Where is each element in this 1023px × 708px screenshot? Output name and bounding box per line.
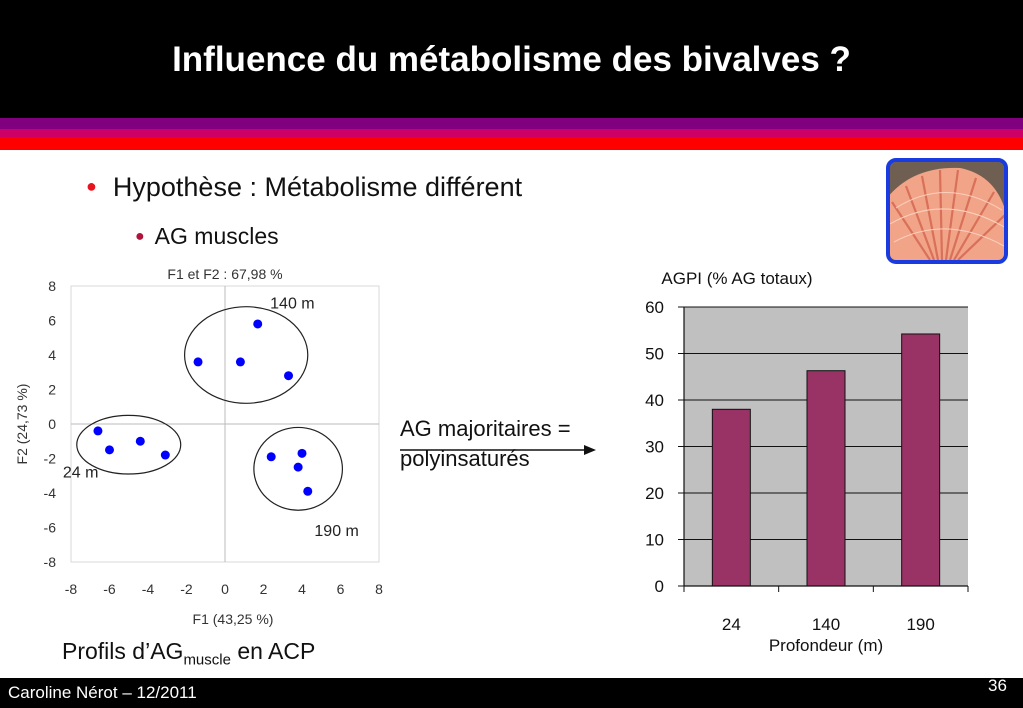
bar-190 xyxy=(901,333,941,587)
pca-caption: Profils d’AGmuscle en ACP xyxy=(62,638,315,669)
bar-y-tick-label: 60 xyxy=(645,298,664,317)
page-number: 36 xyxy=(988,676,1007,695)
bar-x-tick-label: 24 xyxy=(722,615,741,634)
bar-y-tick-label: 30 xyxy=(645,438,664,457)
stripe-magenta xyxy=(0,129,1023,137)
caption-main: Profils d’AG xyxy=(62,638,184,664)
slide-title: Influence du métabolisme des bivalves ? xyxy=(172,40,851,79)
cluster-label: 140 m xyxy=(270,295,314,312)
bar-24 xyxy=(711,408,751,587)
scatter-y-tick-label: 4 xyxy=(48,347,56,363)
scatter-y-tick-label: 2 xyxy=(48,382,56,398)
scatter-point xyxy=(284,371,294,381)
bar-x-tick-label: 190 xyxy=(906,615,934,634)
scatter-y-tick-label: 8 xyxy=(48,278,56,294)
scatter-point xyxy=(293,462,303,472)
scatter-point xyxy=(266,452,276,462)
bar-y-tick-label: 20 xyxy=(645,484,664,503)
bar-x-axis-label: Profondeur (m) xyxy=(769,636,883,655)
sub-bullet-dot-icon: ● xyxy=(135,228,145,245)
scatter-x-tick-label: 8 xyxy=(375,581,383,597)
bar-y-tick-label: 10 xyxy=(645,531,664,550)
caption-subscript: muscle xyxy=(183,651,231,669)
cluster-label: 190 m xyxy=(314,523,358,540)
agpi-bar-chart: AGPI (% AG totaux) Profondeur (m) 0 10 20 3… xyxy=(645,269,969,655)
bullet-ag-muscles-text: AG muscles xyxy=(154,223,279,249)
scatter-x-tick-label: 6 xyxy=(337,581,345,597)
bar-y-tick-label: 50 xyxy=(645,345,664,364)
scallop-shell-drawing xyxy=(890,162,1004,260)
stripe-purple xyxy=(0,118,1023,129)
scatter-x-tick-label: -8 xyxy=(65,581,78,597)
bar-y-tick-label: 40 xyxy=(645,391,664,410)
scatter-point xyxy=(253,319,263,329)
stripe-red xyxy=(0,137,1023,150)
scatter-y-tick-label: -2 xyxy=(44,451,57,467)
bar-140 xyxy=(806,370,846,587)
bullet-hypothesis: ● Hypothèse : Métabolisme différent xyxy=(86,172,522,203)
scatter-y-axis-label: F2 (24,73 %) xyxy=(14,384,30,465)
scatter-x-tick-label: 0 xyxy=(221,581,229,597)
scatter-point xyxy=(193,357,203,367)
bar-x-tick-label: 140 xyxy=(812,615,840,634)
scatter-x-tick-label: -6 xyxy=(103,581,116,597)
pca-scatter-chart: F1 et F2 : 67,98 % F1 (43,25 %) F2 (24,7… xyxy=(14,266,383,627)
scatter-x-tick-label: 4 xyxy=(298,581,306,597)
bullet-ag-muscles: ● AG muscles xyxy=(135,223,279,250)
scatter-y-tick-label: 6 xyxy=(48,313,56,329)
scatter-y-tick-label: -8 xyxy=(44,554,57,570)
bullet-hypothesis-text: Hypothèse : Métabolisme différent xyxy=(112,172,523,202)
title-bar xyxy=(0,0,1023,118)
cluster-label: 24 m xyxy=(63,464,99,481)
scatter-x-axis-label: F1 (43,25 %) xyxy=(193,611,274,627)
scatter-point xyxy=(235,357,245,367)
scatter-x-tick-label: -4 xyxy=(142,581,155,597)
bar-y-tick-label: 0 xyxy=(655,577,664,596)
scatter-point xyxy=(160,450,170,460)
footer-bar xyxy=(0,678,1023,708)
scatter-x-tick-label: -2 xyxy=(180,581,193,597)
cluster-ellipse-24m xyxy=(76,414,182,475)
scallop-shell-photo-icon xyxy=(886,158,1008,264)
footer-author: Caroline Nérot – 12/2011 xyxy=(8,683,197,702)
scatter-y-tick-label: -6 xyxy=(44,520,57,536)
scatter-point xyxy=(135,436,145,446)
cluster-ellipse-190m xyxy=(253,426,344,511)
ag-majority-line1: AG majoritaires = xyxy=(400,416,571,441)
bar-chart-title: AGPI (% AG totaux) xyxy=(661,269,812,288)
scatter-point xyxy=(105,445,114,455)
scatter-x-tick-label: 2 xyxy=(260,581,268,597)
cluster-ellipse-140m xyxy=(183,306,309,404)
scatter-point xyxy=(297,448,307,458)
scatter-point xyxy=(303,486,313,496)
scatter-y-tick-label: 0 xyxy=(48,416,56,432)
bullet-dot-icon: ● xyxy=(86,176,97,196)
caption-tail: en ACP xyxy=(230,638,316,664)
scatter-point xyxy=(93,426,103,436)
arrow-right-icon xyxy=(400,445,596,455)
scatter-title: F1 et F2 : 67,98 % xyxy=(167,266,282,282)
scatter-y-tick-label: -4 xyxy=(44,485,57,501)
